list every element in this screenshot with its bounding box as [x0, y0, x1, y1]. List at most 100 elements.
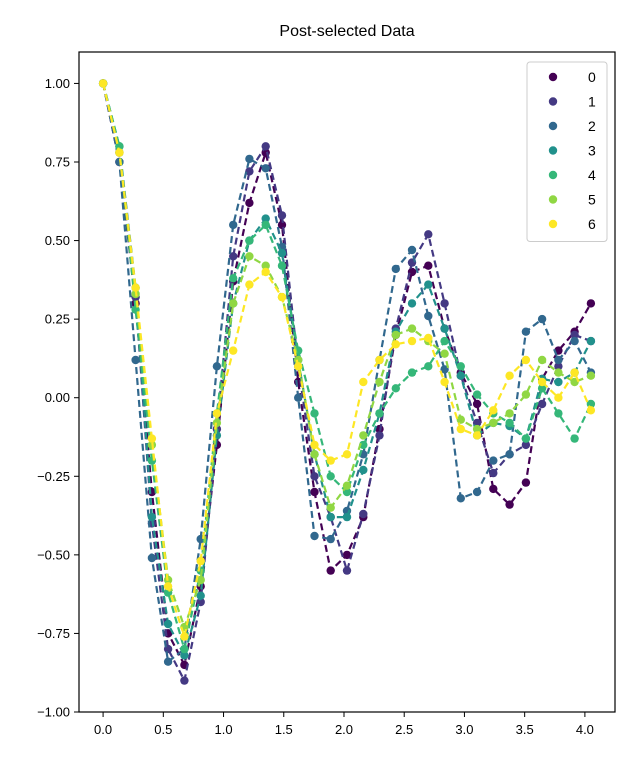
data-point	[245, 198, 254, 208]
data-point	[342, 481, 352, 490]
data-point	[359, 377, 368, 387]
series-5	[98, 79, 596, 632]
legend-frame	[526, 61, 608, 242]
y-tick-label: −0.75	[37, 626, 70, 641]
data-point	[180, 651, 189, 660]
data-point	[163, 619, 173, 629]
x-tick-label: 0.0	[94, 722, 112, 737]
data-point	[554, 355, 563, 365]
data-point	[505, 409, 514, 418]
data-point	[326, 503, 335, 512]
data-point	[310, 409, 319, 418]
data-point	[570, 336, 579, 346]
data-point	[424, 261, 433, 270]
x-tick-label: 4.0	[576, 722, 594, 737]
data-point	[277, 261, 287, 270]
data-point	[131, 283, 140, 292]
data-point	[537, 399, 547, 409]
data-point	[229, 274, 238, 283]
legend-marker-1	[548, 97, 558, 106]
data-point	[229, 220, 238, 230]
series-line-5	[102, 83, 592, 631]
data-point	[245, 167, 254, 176]
data-point	[505, 500, 514, 509]
data-point	[407, 299, 417, 308]
data-point	[424, 280, 433, 289]
data-point	[456, 371, 465, 380]
data-point	[456, 494, 465, 503]
series-2	[98, 79, 596, 666]
y-tick-label: 1.00	[45, 76, 70, 91]
legend-label-5: 5	[588, 192, 596, 208]
y-tick-label: 0.50	[45, 233, 70, 248]
y-axis: −1.00 −0.75 −0.50 −0.25 0.00 0.25 0.50 0.75 1.00	[37, 76, 79, 720]
data-point	[537, 377, 547, 387]
data-point	[180, 676, 189, 685]
data-point	[375, 355, 384, 365]
data-point	[521, 327, 531, 336]
data-point	[424, 311, 433, 321]
y-tick-label: 0.00	[45, 390, 70, 405]
data-point	[245, 280, 254, 289]
data-point	[342, 512, 352, 522]
x-tick-label: 0.5	[154, 722, 172, 737]
data-point	[489, 468, 498, 478]
legend-marker-3	[548, 146, 558, 155]
data-point	[212, 362, 222, 371]
data-point	[407, 368, 417, 377]
data-point	[586, 406, 596, 415]
data-point	[196, 591, 205, 600]
series-1	[98, 79, 596, 685]
x-tick-label: 1.5	[275, 722, 293, 737]
data-point	[310, 472, 319, 481]
data-point	[537, 355, 547, 365]
data-point	[342, 450, 352, 459]
y-tick-label: −0.50	[37, 547, 70, 562]
legend-marker-0	[548, 72, 558, 82]
legend-marker-5	[548, 195, 558, 204]
data-point	[440, 336, 449, 346]
data-point	[359, 431, 368, 440]
data-point	[261, 214, 270, 223]
data-point	[521, 434, 531, 443]
data-point	[180, 632, 189, 641]
legend-label-4: 4	[588, 167, 596, 183]
data-point	[359, 509, 368, 519]
data-point	[424, 230, 433, 239]
data-point	[554, 393, 563, 402]
data-point	[537, 314, 547, 324]
legend-marker-2	[548, 121, 558, 131]
data-point	[310, 440, 319, 450]
data-point	[131, 355, 140, 365]
data-point	[261, 164, 270, 173]
x-tick-label: 2.0	[335, 722, 353, 737]
data-point	[359, 440, 368, 450]
data-point	[163, 657, 173, 666]
data-point	[229, 346, 238, 355]
y-tick-label: 0.25	[45, 312, 70, 327]
data-point	[310, 450, 319, 459]
data-point	[147, 553, 157, 563]
data-point	[277, 211, 287, 220]
data-point	[456, 424, 465, 434]
legend-marker-6	[548, 219, 558, 229]
data-point	[294, 393, 303, 402]
data-point	[326, 456, 335, 465]
data-point	[391, 264, 400, 274]
data-point	[294, 362, 303, 371]
data-point	[375, 431, 384, 440]
data-point	[586, 336, 596, 346]
data-point	[424, 333, 433, 343]
data-point	[570, 368, 579, 377]
series-line-0	[102, 83, 592, 669]
legend-label-6: 6	[588, 216, 596, 232]
data-point	[489, 406, 498, 415]
data-point	[521, 390, 531, 399]
data-point	[98, 79, 108, 88]
data-point	[440, 377, 449, 387]
x-tick-label: 3.0	[455, 722, 473, 737]
data-point	[391, 330, 400, 340]
legend: 0 1 2 3 4 5 6	[526, 61, 608, 242]
data-point	[115, 148, 124, 157]
